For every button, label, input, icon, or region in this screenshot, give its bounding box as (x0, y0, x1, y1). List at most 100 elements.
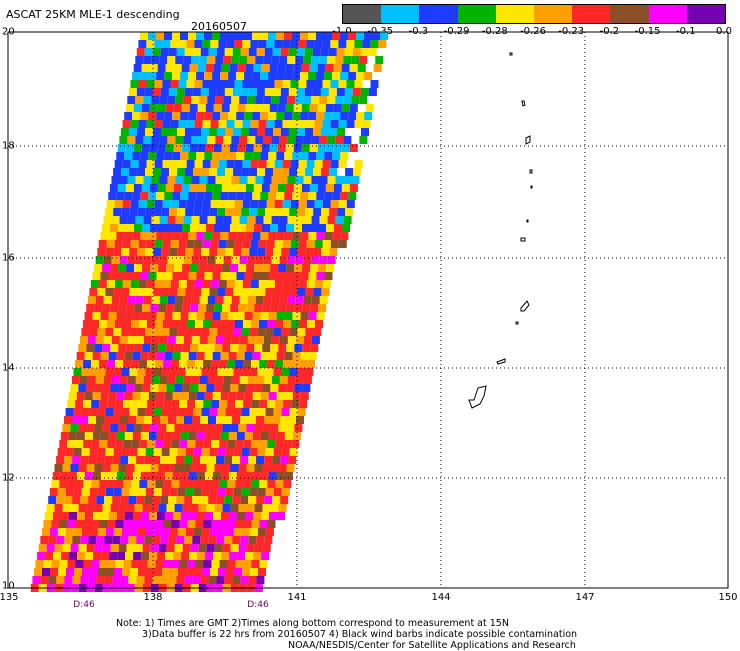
swath-pixel (173, 144, 182, 152)
swath-pixel (171, 480, 180, 488)
swath-pixel (264, 536, 273, 544)
swath-pixel (233, 168, 242, 176)
product-date: 20160507 (191, 20, 247, 33)
swath-pixel (256, 88, 265, 96)
swath-pixel (162, 568, 170, 576)
swath-pixel (245, 184, 254, 192)
swath-pixel (194, 160, 203, 168)
swath-pixel (105, 448, 114, 456)
swath-pixel (186, 280, 195, 288)
swath-pixel (147, 560, 156, 568)
swath-pixel (292, 152, 301, 160)
swath-pixel (120, 576, 129, 584)
swath-pixel (182, 384, 191, 392)
swath-pixel (177, 528, 186, 536)
swath-pixel (306, 120, 315, 128)
swath-pixel (174, 384, 183, 392)
swath-pixel (80, 416, 88, 424)
swath-pixel (170, 40, 179, 48)
swath-pixel (70, 544, 79, 552)
swath-pixel (352, 88, 361, 96)
swath-pixel (116, 352, 125, 360)
swath-pixel (137, 448, 146, 456)
swath-pixel (202, 120, 211, 128)
swath-pixel (50, 568, 58, 576)
swath-pixel (209, 488, 218, 496)
swath-pixel (309, 64, 318, 72)
swath-pixel (143, 376, 152, 384)
swath-pixel (194, 568, 202, 576)
swath-pixel (188, 432, 197, 440)
swath-pixel (142, 504, 151, 512)
swath-pixel (104, 536, 113, 544)
swath-pixel (196, 32, 204, 40)
swath-pixel (40, 576, 49, 584)
swath-pixel (64, 456, 73, 464)
swath-pixel (336, 48, 345, 56)
swath-pixel (94, 464, 103, 472)
swath-pixel (107, 560, 116, 568)
swath-pixel (295, 176, 304, 184)
swath-pixel (277, 184, 286, 192)
swath-pixel (147, 360, 156, 368)
swath-pixel (182, 544, 191, 552)
swath-pixel (253, 64, 262, 72)
swath-pixel (86, 464, 95, 472)
swath-pixel (199, 296, 208, 304)
footnote-line-2: 3)Data buffer is 22 hrs from 20160507 4)… (142, 629, 578, 640)
swath-pixel (216, 496, 225, 504)
swath-pixel (297, 248, 306, 256)
swath-pixel (180, 352, 189, 360)
swath-pixel (309, 184, 318, 192)
swath-pixel (205, 552, 214, 560)
swath-pixel (202, 40, 211, 48)
swath-pixel (164, 312, 173, 320)
swath-pixel (122, 120, 131, 128)
swath-pixel (282, 280, 291, 288)
swath-pixel (94, 344, 103, 352)
swath-pixel (71, 376, 80, 384)
swath-pixel (161, 448, 170, 456)
swath-pixel (184, 576, 193, 584)
swath-pixel (88, 416, 96, 424)
swath-pixel (80, 536, 89, 544)
swath-pixel (102, 544, 111, 552)
swath-pixel (132, 272, 141, 280)
swath-pixel (212, 192, 221, 200)
swath-pixel (56, 536, 65, 544)
swath-pixel (129, 128, 137, 136)
swath-pixel (139, 520, 148, 528)
swath-pixel (160, 576, 169, 584)
swath-pixel (133, 512, 141, 520)
swath-pixel (314, 240, 323, 248)
swath-pixel (223, 96, 232, 104)
swath-pixel (195, 440, 204, 448)
swath-pixel (124, 352, 133, 360)
island-outline (520, 237, 526, 242)
swath-pixel (209, 448, 218, 456)
swath-pixel (257, 408, 266, 416)
swath-pixel (198, 344, 207, 352)
swath-pixel (213, 64, 222, 72)
swath-pixel (184, 48, 193, 56)
swath-pixel (65, 448, 74, 456)
swath-pixel (84, 352, 93, 360)
swath-pixel (189, 552, 198, 560)
swath-pixel (248, 496, 257, 504)
swath-pixel (54, 544, 63, 552)
swath-pixel (208, 456, 217, 464)
swath-pixel (311, 216, 320, 224)
swath-pixel (70, 384, 79, 392)
swath-pixel (231, 296, 240, 304)
swath-pixel (131, 440, 140, 448)
swath-pixel (129, 528, 138, 536)
swath-pixel (147, 520, 156, 528)
swath-pixel (238, 504, 247, 512)
swath-pixel (222, 424, 231, 432)
swath-pixel (87, 296, 96, 304)
swath-pixel (127, 296, 136, 304)
swath-pixel (154, 280, 163, 288)
swath-pixel (125, 104, 134, 112)
swath-pixel (305, 248, 314, 256)
